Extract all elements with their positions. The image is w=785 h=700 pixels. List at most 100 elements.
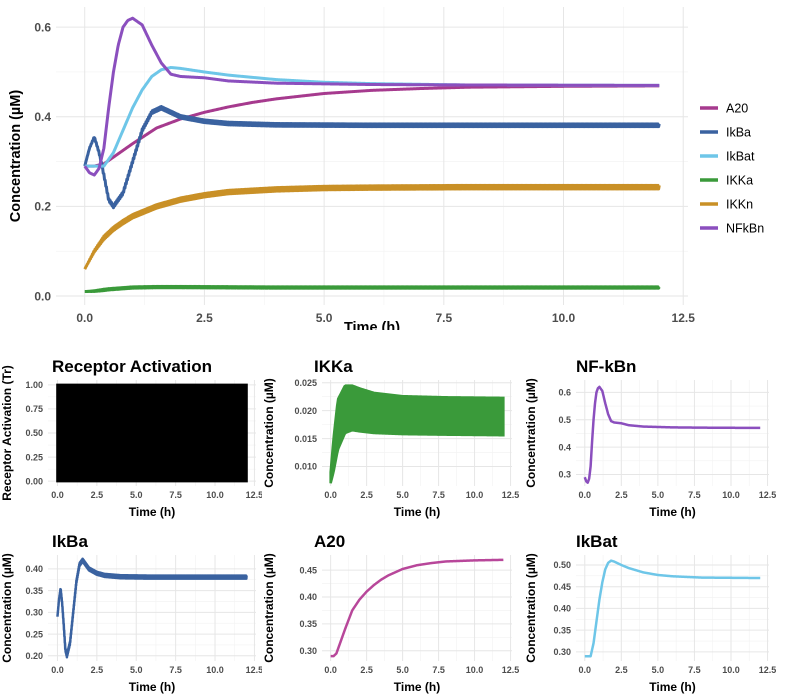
legend-label-ikkn: IKKn	[726, 198, 753, 212]
y-axis-title: Concentration (µM)	[262, 553, 276, 663]
y-tick-label: 0.20	[25, 651, 43, 661]
y-tick-label: 0.30	[25, 608, 43, 618]
y-tick-label: 0.35	[299, 619, 317, 629]
receptor-activation-panel: 0.0 2.5 5.0 7.5 10.0 12.5 0.00 0.25 0.50 0.75 1.00…	[0, 357, 262, 519]
y-tick-label: 0.010	[294, 462, 317, 472]
y-tick-label: 0.50	[25, 428, 43, 438]
x-tick-label: 7.5	[169, 490, 182, 500]
series-ikba-line	[56, 557, 248, 659]
legend-label-nfkbn: NFkBn	[726, 222, 764, 236]
y-tick-label: 0.015	[294, 434, 317, 444]
series-ikkn-line	[83, 183, 661, 270]
x-tick-label: 10.0	[552, 311, 576, 325]
y-tick-label: 0.25	[25, 629, 43, 639]
x-tick-label: 10.0	[206, 665, 224, 675]
x-tick-label: 7.5	[432, 490, 445, 500]
x-tick-label: 12.5	[502, 665, 520, 675]
panel-title: IkBa	[52, 532, 88, 551]
y-tick-label: 0.30	[299, 646, 317, 656]
main-concentration-chart: 0.0 2.5 5.0 7.5 10.0 12.5 0.0 0.2 0.4 0.6 Time (h)…	[8, 7, 764, 330]
y-axis-title: Concentration (µM)	[524, 378, 538, 488]
series-a20-line	[329, 558, 505, 658]
y-axis-title: Concentration (µM)	[8, 90, 24, 223]
x-tick-label: 5.0	[130, 665, 143, 675]
x-tick-label: 7.5	[435, 311, 452, 325]
x-tick-label: 5.0	[130, 490, 143, 500]
x-tick-label: 2.5	[615, 665, 628, 675]
y-tick-label: 0.30	[553, 647, 571, 657]
y-axis-title: Concentration (µM)	[0, 553, 14, 663]
y-tick-label: 0.4	[34, 110, 51, 124]
x-tick-label: 2.5	[196, 311, 213, 325]
y-tick-label: 0.0	[34, 289, 51, 303]
x-tick-label: 0.0	[579, 490, 592, 500]
y-tick-label: 0.3	[558, 470, 571, 480]
x-axis-title: Time (h)	[394, 505, 440, 519]
y-tick-label: 0.6	[34, 20, 51, 34]
x-tick-label: 0.0	[324, 665, 337, 675]
series-nfkbn-line	[583, 385, 762, 484]
y-tick-label: 0.40	[25, 564, 43, 574]
x-tick-label: 2.5	[360, 665, 373, 675]
y-tick-label: 0.35	[25, 586, 43, 596]
legend-label-ikba: IkBa	[726, 126, 751, 140]
x-tick-label: 10.0	[722, 490, 740, 500]
y-tick-label: 0.45	[553, 582, 571, 592]
x-tick-label: 10.0	[206, 490, 224, 500]
x-tick-label: 7.5	[169, 665, 182, 675]
x-tick-label: 10.0	[466, 490, 484, 500]
y-tick-label: 0.40	[553, 604, 571, 614]
x-tick-label: 10.0	[722, 665, 740, 675]
x-axis-title: Time (h)	[129, 680, 175, 694]
x-tick-label: 12.5	[672, 311, 696, 325]
y-tick-label: 1.00	[25, 380, 43, 390]
x-tick-label: 0.0	[579, 665, 592, 675]
x-tick-label: 12.5	[246, 490, 262, 500]
x-tick-label: 0.0	[76, 311, 93, 325]
x-tick-label: 5.0	[396, 665, 409, 675]
y-tick-label: 0.35	[553, 625, 571, 635]
ikka-panel: 0.0 2.5 5.0 7.5 10.0 12.5 0.010 0.015 0.020 0.025…	[262, 357, 520, 519]
legend-label-ikbat: IkBat	[726, 150, 755, 164]
a20-panel: 0.0 2.5 5.0 7.5 10.0 12.5 0.30 0.35 0.40 0.45 Time…	[262, 532, 520, 694]
series-receptor-band	[56, 383, 248, 483]
x-tick-label: 5.0	[652, 665, 665, 675]
y-tick-label: 0.025	[294, 378, 317, 388]
nfkbn-panel: 0.0 2.5 5.0 7.5 10.0 12.5 0.3 0.4 0.5 0.6 Time (h)…	[524, 357, 777, 519]
panel-title: IKKa	[314, 357, 353, 376]
x-tick-label: 2.5	[615, 490, 628, 500]
y-tick-label: 0.6	[558, 388, 571, 398]
x-tick-label: 2.5	[360, 490, 373, 500]
series-ikka-band	[329, 384, 505, 484]
x-tick-label: 7.5	[432, 665, 445, 675]
y-tick-label: 0.40	[299, 592, 317, 602]
x-tick-label: 5.0	[316, 311, 333, 325]
x-tick-label: 5.0	[652, 490, 665, 500]
x-tick-label: 12.5	[246, 665, 262, 675]
x-axis-title: Time (h)	[394, 680, 440, 694]
panel-title: Receptor Activation	[52, 357, 212, 376]
y-axis-title: Concentration (µM)	[524, 553, 538, 663]
x-tick-label: 10.0	[466, 665, 484, 675]
y-tick-label: 0.5	[558, 415, 571, 425]
y-axis-title: Concentration (µM)	[262, 378, 276, 488]
x-tick-label: 2.5	[91, 665, 104, 675]
x-axis-title: Time (h)	[649, 505, 695, 519]
panel-title: IkBat	[576, 532, 618, 551]
y-tick-label: 0.4	[558, 442, 571, 452]
y-tick-label: 0.45	[299, 565, 317, 575]
series-ikka-line	[83, 284, 661, 294]
ikbat-panel: 0.0 2.5 5.0 7.5 10.0 12.5 0.30 0.35 0.40 0.45 0.50…	[524, 532, 776, 694]
x-tick-label: 0.0	[324, 490, 337, 500]
x-tick-label: 5.0	[396, 490, 409, 500]
y-tick-label: 0.75	[25, 404, 43, 414]
y-tick-label: 0.00	[25, 476, 43, 486]
y-tick-label: 0.020	[294, 406, 317, 416]
y-tick-label: 0.2	[34, 200, 51, 214]
series-ikba-line	[83, 104, 661, 210]
x-tick-label: 2.5	[91, 490, 104, 500]
x-tick-label: 12.5	[502, 490, 520, 500]
x-tick-label: 7.5	[688, 490, 701, 500]
x-tick-label: 12.5	[759, 490, 777, 500]
y-axis-title: Receptor Activation (Tr)	[0, 365, 14, 501]
